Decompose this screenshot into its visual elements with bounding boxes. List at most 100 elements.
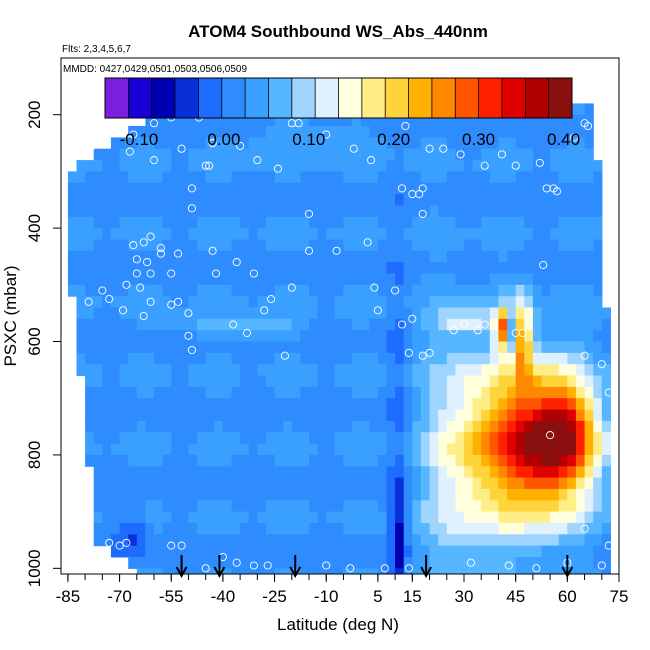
heatmap-cell (283, 126, 293, 138)
heatmap-cell (464, 330, 474, 343)
heatmap-cell (334, 114, 344, 127)
heatmap-cell (567, 330, 577, 343)
heatmap-cell (550, 557, 560, 569)
heatmap-cell (498, 386, 508, 399)
heatmap-cell (369, 568, 379, 574)
heatmap-cell (179, 398, 189, 411)
observation-point (504, 561, 513, 570)
heatmap-cell (420, 284, 431, 297)
heatmap-cell (360, 160, 370, 172)
heatmap-cell (438, 523, 448, 535)
heatmap-cell (136, 398, 146, 411)
heatmap-cell (197, 557, 207, 569)
heatmap-cell (403, 477, 413, 490)
observation-point (139, 311, 148, 321)
heatmap-cell (567, 432, 577, 445)
heatmap-cell (188, 477, 198, 490)
observation-point (580, 524, 589, 533)
heatmap-cell (85, 454, 95, 467)
heatmap-cell (197, 511, 207, 524)
heatmap-cell (317, 194, 327, 206)
heatmap-cell (584, 103, 594, 116)
heatmap-cell (541, 126, 551, 138)
heatmap-cell (420, 228, 431, 240)
heatmap-cell (248, 432, 258, 445)
heatmap-cell (601, 352, 611, 365)
heatmap-cell (403, 511, 413, 524)
heatmap-cell (343, 534, 353, 547)
observation-point (349, 144, 358, 153)
heatmap-cell (162, 114, 172, 127)
heatmap-cell (171, 557, 181, 569)
heatmap-cell (550, 228, 560, 240)
heatmap-cell (369, 443, 379, 456)
heatmap-cell (317, 114, 327, 127)
heatmap-cell (481, 194, 491, 206)
heatmap-cell (188, 341, 198, 354)
heatmap-cell (291, 296, 301, 309)
y-axis-label: PSXC (mbar) (1, 265, 20, 366)
heatmap-cell (438, 182, 448, 195)
heatmap-cell (222, 114, 233, 127)
heatmap-cell (188, 330, 198, 343)
heatmap-cell (214, 216, 224, 229)
heatmap-cell (326, 137, 336, 150)
observation-point (511, 161, 520, 170)
heatmap-cell (429, 375, 439, 388)
heatmap-cell (429, 228, 439, 240)
heatmap-cell (360, 250, 370, 263)
heatmap-cell (464, 137, 474, 150)
heatmap-cell (205, 194, 215, 206)
heatmap-cell (205, 511, 215, 524)
heatmap-cell (136, 466, 146, 479)
heatmap-cell (386, 318, 396, 331)
heatmap-cell (515, 194, 525, 206)
heatmap-cell (472, 443, 482, 456)
heatmap-cell (541, 330, 551, 343)
heatmap-cell (291, 182, 301, 195)
heatmap-cell (420, 307, 431, 320)
heatmap-cell (291, 420, 301, 433)
observation-point (322, 561, 331, 570)
heatmap-cell (119, 477, 129, 490)
heatmap-cell (154, 545, 164, 558)
heatmap-cell (205, 171, 215, 184)
heatmap-cell (154, 500, 164, 513)
heatmap-cell (550, 477, 560, 490)
heatmap-cell (128, 284, 138, 297)
heatmap-cell (532, 454, 543, 467)
heatmap-cell (162, 386, 172, 399)
heatmap-cell (369, 364, 379, 377)
heatmap-cell (481, 488, 491, 501)
heatmap-cell (420, 443, 431, 456)
heatmap-cell (231, 307, 241, 320)
heatmap-cell (283, 511, 293, 524)
heatmap-cell (85, 228, 95, 240)
heatmap-cell (550, 341, 560, 354)
heatmap-cell (455, 432, 465, 445)
heatmap-cell (102, 262, 112, 274)
heatmap-cell (274, 284, 284, 297)
heatmap-cell (507, 477, 517, 490)
heatmap-cell (291, 341, 301, 354)
heatmap-cell (429, 443, 439, 456)
heatmap-cell (429, 194, 439, 206)
heatmap-cell (455, 352, 465, 365)
heatmap-cell (369, 250, 379, 263)
heatmap-cell (386, 352, 396, 365)
heatmap-cell (507, 228, 517, 240)
heatmap-cell (575, 148, 586, 161)
heatmap-cell (429, 273, 439, 286)
heatmap-cell (214, 318, 224, 331)
heatmap-cell (601, 398, 611, 411)
heatmap-cell (403, 137, 413, 150)
heatmap-cell (377, 432, 388, 445)
heatmap-cell (197, 477, 207, 490)
heatmap-cell (231, 420, 241, 433)
heatmap-cell (550, 386, 560, 399)
heatmap-cell (326, 318, 336, 331)
heatmap-cell (481, 409, 491, 422)
heatmap-cell (205, 137, 215, 150)
heatmap-cell (352, 466, 362, 479)
heatmap-cell (145, 114, 155, 127)
